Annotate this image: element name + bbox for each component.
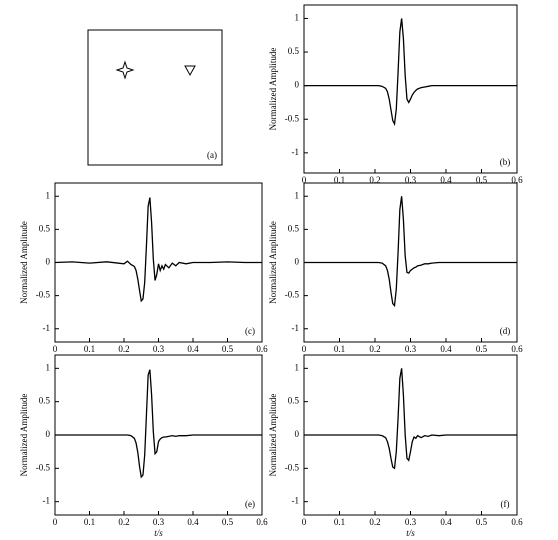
y-tick-label: -1 bbox=[292, 147, 300, 157]
y-tick-label: 1 bbox=[46, 190, 51, 200]
x-tick-label: 0 bbox=[302, 517, 307, 527]
y-axis-label: Normalized Amplitude bbox=[19, 394, 29, 477]
panel-label: (c) bbox=[245, 326, 255, 336]
x-tick-label: 0.3 bbox=[153, 517, 165, 527]
x-axis-label: t/s bbox=[154, 528, 163, 538]
y-tick-label: 0.5 bbox=[288, 396, 300, 406]
panel-label: (a) bbox=[207, 150, 217, 160]
y-tick-label: 0.5 bbox=[288, 46, 300, 56]
y-tick-label: 1 bbox=[46, 362, 51, 372]
source-symbol bbox=[115, 60, 135, 80]
x-tick-label: 0.3 bbox=[405, 344, 417, 354]
y-tick-label: 1 bbox=[295, 13, 300, 23]
x-tick-label: 0.5 bbox=[476, 517, 488, 527]
y-tick-label: 0 bbox=[295, 80, 300, 90]
x-tick-label: 0.4 bbox=[440, 517, 452, 527]
x-tick-label: 0 bbox=[302, 175, 307, 185]
x-tick-label: 0.5 bbox=[222, 344, 234, 354]
x-tick-label: 0.2 bbox=[369, 175, 380, 185]
x-tick-label: 0.1 bbox=[84, 344, 95, 354]
y-tick-label: -1 bbox=[43, 323, 51, 333]
y-tick-label: 0.5 bbox=[39, 396, 51, 406]
panel-label: (e) bbox=[245, 499, 255, 509]
x-tick-label: 0.1 bbox=[334, 344, 345, 354]
x-tick-label: 0.2 bbox=[369, 517, 380, 527]
panel-label: (f) bbox=[501, 499, 510, 509]
waveform bbox=[304, 368, 517, 470]
y-axis-label: Normalized Amplitude bbox=[268, 221, 278, 304]
panel-label: (b) bbox=[500, 157, 511, 167]
y-tick-label: -0.5 bbox=[36, 290, 51, 300]
y-tick-label: 0.5 bbox=[288, 223, 300, 233]
x-tick-label: 0.1 bbox=[334, 517, 345, 527]
y-tick-label: -1 bbox=[292, 323, 300, 333]
x-axis-label: t/s bbox=[406, 528, 415, 538]
panel-label: (d) bbox=[500, 326, 511, 336]
x-tick-label: 0.2 bbox=[118, 517, 129, 527]
x-tick-label: 0.6 bbox=[511, 344, 523, 354]
x-tick-label: 0.4 bbox=[440, 175, 452, 185]
x-tick-label: 0.3 bbox=[153, 344, 165, 354]
x-tick-label: 0.6 bbox=[511, 517, 523, 527]
x-tick-label: 0.4 bbox=[440, 344, 452, 354]
y-tick-label: 1 bbox=[295, 362, 300, 372]
y-tick-label: 0.5 bbox=[39, 223, 51, 233]
waveform bbox=[304, 196, 517, 308]
y-axis-label: Normalized Amplitude bbox=[268, 48, 278, 131]
waveform bbox=[55, 369, 262, 479]
x-tick-label: 0.3 bbox=[405, 175, 417, 185]
x-tick-label: 0 bbox=[53, 344, 58, 354]
x-tick-label: 0.2 bbox=[369, 344, 380, 354]
x-tick-label: 0.2 bbox=[118, 344, 129, 354]
y-tick-label: -0.5 bbox=[36, 462, 51, 472]
y-tick-label: -0.5 bbox=[285, 113, 300, 123]
y-tick-label: 0 bbox=[295, 429, 300, 439]
x-tick-label: 0.1 bbox=[334, 175, 345, 185]
y-tick-label: 0 bbox=[46, 257, 51, 267]
x-tick-label: 0.5 bbox=[476, 175, 488, 185]
waveform bbox=[304, 18, 517, 127]
y-tick-label: -0.5 bbox=[285, 462, 300, 472]
y-tick-label: 0 bbox=[46, 429, 51, 439]
y-tick-label: -1 bbox=[43, 496, 51, 506]
x-tick-label: 0.6 bbox=[511, 175, 523, 185]
x-tick-label: 0.6 bbox=[256, 344, 268, 354]
y-tick-label: 1 bbox=[295, 190, 300, 200]
y-tick-label: -1 bbox=[292, 496, 300, 506]
y-tick-label: 0 bbox=[295, 257, 300, 267]
x-tick-label: 0 bbox=[302, 344, 307, 354]
x-tick-label: 0.1 bbox=[84, 517, 95, 527]
y-tick-label: -0.5 bbox=[285, 290, 300, 300]
x-tick-label: 0.6 bbox=[256, 517, 268, 527]
x-tick-label: 0.4 bbox=[187, 517, 199, 527]
x-tick-label: 0.5 bbox=[222, 517, 234, 527]
x-tick-label: 0.4 bbox=[187, 344, 199, 354]
receiver-symbol bbox=[184, 65, 196, 77]
y-axis-label: Normalized Amplitude bbox=[19, 221, 29, 304]
y-axis-label: Normalized Amplitude bbox=[268, 394, 278, 477]
x-tick-label: 0.5 bbox=[476, 344, 488, 354]
waveform bbox=[54, 197, 262, 303]
x-tick-label: 0 bbox=[53, 517, 58, 527]
panel-a-frame bbox=[87, 29, 223, 166]
plot-frame bbox=[303, 4, 518, 174]
x-tick-label: 0.3 bbox=[405, 517, 417, 527]
